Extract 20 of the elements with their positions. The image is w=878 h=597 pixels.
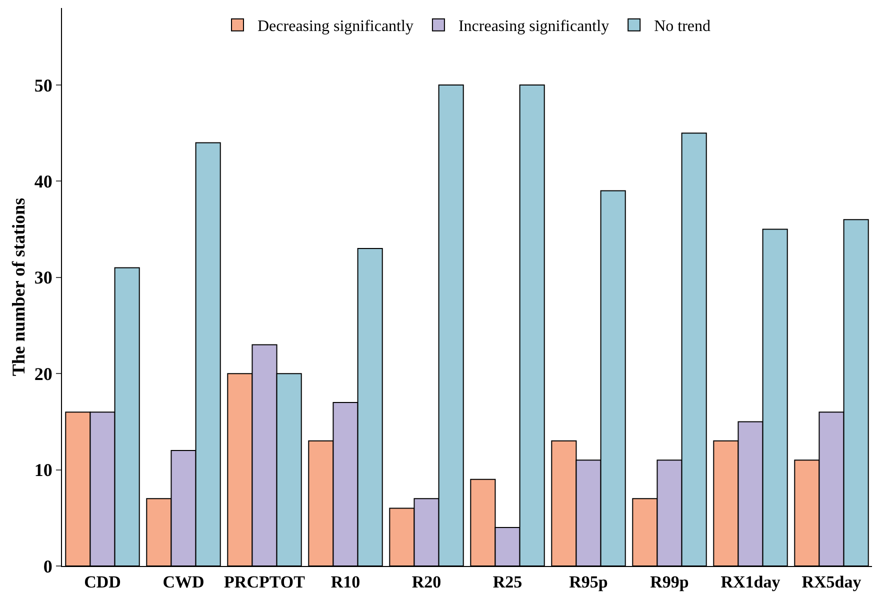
x-tick-label: R10 — [330, 572, 360, 592]
legend-label: No trend — [654, 18, 711, 36]
y-tick-label: 50 — [34, 75, 52, 96]
y-tick-label: 40 — [34, 171, 52, 192]
x-tick-label: PRCPTOT — [224, 572, 306, 592]
x-tick-label: R95p — [569, 572, 608, 592]
x-tick-label: R20 — [412, 572, 442, 592]
x-tick-label: RX1day — [720, 572, 781, 592]
legend-label: Decreasing significantly — [258, 18, 414, 36]
y-axis-title: The number of stations — [8, 198, 29, 376]
x-tick-label: RX5day — [802, 572, 862, 592]
y-tick-label: 0 — [43, 556, 52, 576]
x-tick-label: CWD — [162, 572, 204, 592]
y-tick-label: 10 — [34, 460, 52, 480]
x-tick-label: R99p — [650, 572, 689, 592]
y-tick-label: 30 — [34, 268, 52, 288]
legend-label: Increasing significantly — [458, 18, 610, 36]
x-tick-label: R25 — [492, 572, 522, 592]
y-tick-label: 20 — [34, 364, 52, 384]
x-tick-label: CDD — [84, 572, 121, 592]
